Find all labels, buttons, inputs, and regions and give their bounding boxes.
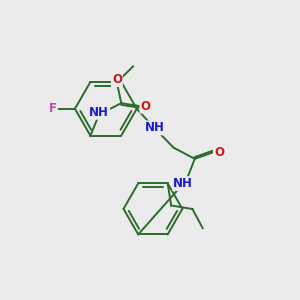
Text: O: O: [140, 100, 150, 112]
Text: F: F: [49, 102, 57, 115]
Text: NH: NH: [173, 177, 193, 190]
Text: O: O: [214, 146, 224, 159]
Text: O: O: [112, 73, 122, 86]
Text: NH: NH: [145, 122, 164, 134]
Text: NH: NH: [89, 106, 109, 119]
